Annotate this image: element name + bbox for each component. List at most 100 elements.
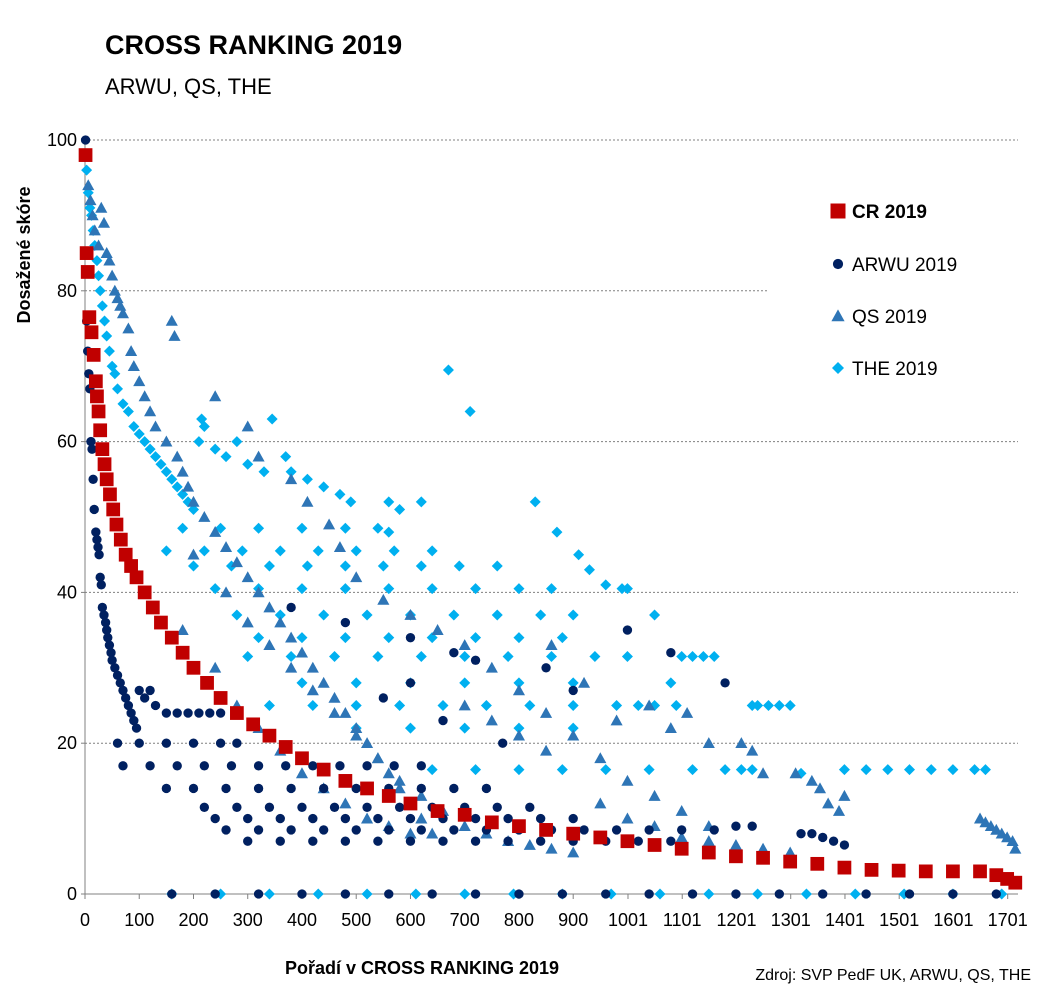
data-point	[99, 472, 114, 487]
data-point	[318, 609, 330, 621]
x-tick-label: 500	[341, 910, 371, 930]
data-point	[969, 764, 981, 776]
data-point	[123, 700, 134, 711]
data-point	[729, 838, 742, 850]
data-point	[241, 420, 254, 432]
data-point	[137, 585, 152, 600]
data-point	[194, 708, 204, 718]
data-point	[620, 834, 635, 849]
data-point	[253, 522, 265, 534]
data-point	[839, 840, 850, 850]
data-point	[97, 216, 111, 228]
data-point	[295, 646, 309, 658]
data-point	[784, 846, 797, 858]
data-point	[263, 888, 275, 900]
data-point	[339, 522, 351, 534]
data-point	[735, 737, 748, 749]
series-arwu-2019	[80, 135, 1001, 899]
data-point	[1008, 875, 1023, 890]
data-point	[281, 761, 291, 771]
data-point	[316, 762, 331, 777]
data-point	[161, 708, 172, 718]
data-point	[925, 764, 937, 776]
data-point	[746, 744, 759, 756]
data-point	[822, 797, 835, 809]
legend-label: CR 2019	[852, 202, 927, 223]
data-point	[160, 545, 172, 557]
data-point	[215, 708, 226, 718]
data-point	[362, 802, 372, 812]
y-tick-label: 20	[57, 733, 77, 753]
data-point	[340, 889, 351, 899]
data-point	[524, 700, 536, 711]
data-point	[186, 660, 201, 675]
data-point	[470, 583, 482, 595]
data-point	[109, 368, 121, 380]
data-point	[404, 722, 416, 734]
series-cr-2019	[78, 148, 1023, 890]
data-point	[301, 473, 313, 485]
data-point	[338, 774, 353, 788]
data-point	[155, 458, 167, 470]
data-point	[318, 825, 329, 835]
data-point	[405, 836, 416, 846]
data-point	[360, 781, 374, 796]
data-point	[131, 723, 142, 733]
data-point	[88, 224, 101, 236]
data-point	[329, 650, 341, 662]
data-point	[199, 802, 210, 812]
data-point	[674, 841, 689, 856]
data-point	[828, 836, 839, 846]
data-point	[205, 708, 215, 718]
data-point	[198, 545, 210, 557]
data-point	[297, 889, 307, 899]
data-point	[236, 545, 248, 557]
data-point	[513, 632, 525, 644]
data-point	[459, 888, 471, 900]
data-point	[286, 783, 296, 794]
data-point	[774, 889, 785, 899]
data-point	[633, 836, 643, 846]
data-point	[731, 821, 741, 831]
data-point	[687, 764, 699, 776]
data-point	[296, 583, 308, 595]
data-point	[253, 761, 264, 771]
data-point	[470, 764, 482, 776]
data-point	[171, 481, 183, 493]
data-point	[405, 813, 416, 824]
data-point	[88, 374, 103, 389]
data-point	[112, 670, 123, 681]
data-point	[389, 761, 399, 771]
x-tick-label: 1401	[825, 910, 865, 930]
data-point	[339, 797, 352, 809]
data-point	[677, 825, 687, 835]
legend-label: ARWU 2019	[852, 255, 957, 276]
data-point	[97, 602, 108, 613]
y-tick-label: 60	[57, 432, 77, 452]
data-point	[611, 825, 622, 835]
data-point	[161, 783, 172, 794]
y-tick-label: 0	[67, 884, 77, 904]
data-point	[437, 700, 449, 711]
data-point	[644, 825, 654, 835]
data-point	[187, 548, 200, 560]
data-point	[426, 583, 438, 595]
data-point	[96, 580, 106, 590]
data-point	[989, 868, 1004, 883]
data-point	[388, 545, 400, 557]
data-point	[133, 375, 146, 387]
data-point	[91, 527, 101, 537]
data-point	[219, 541, 233, 552]
data-point	[426, 545, 438, 557]
data-point	[470, 655, 481, 665]
data-point	[579, 825, 589, 835]
data-point	[109, 517, 124, 532]
data-point	[442, 364, 454, 376]
data-point	[220, 451, 232, 463]
data-point	[621, 812, 634, 824]
data-point	[383, 496, 395, 508]
data-point	[593, 830, 608, 845]
data-point	[129, 715, 139, 726]
x-tick-label: 700	[450, 910, 480, 930]
